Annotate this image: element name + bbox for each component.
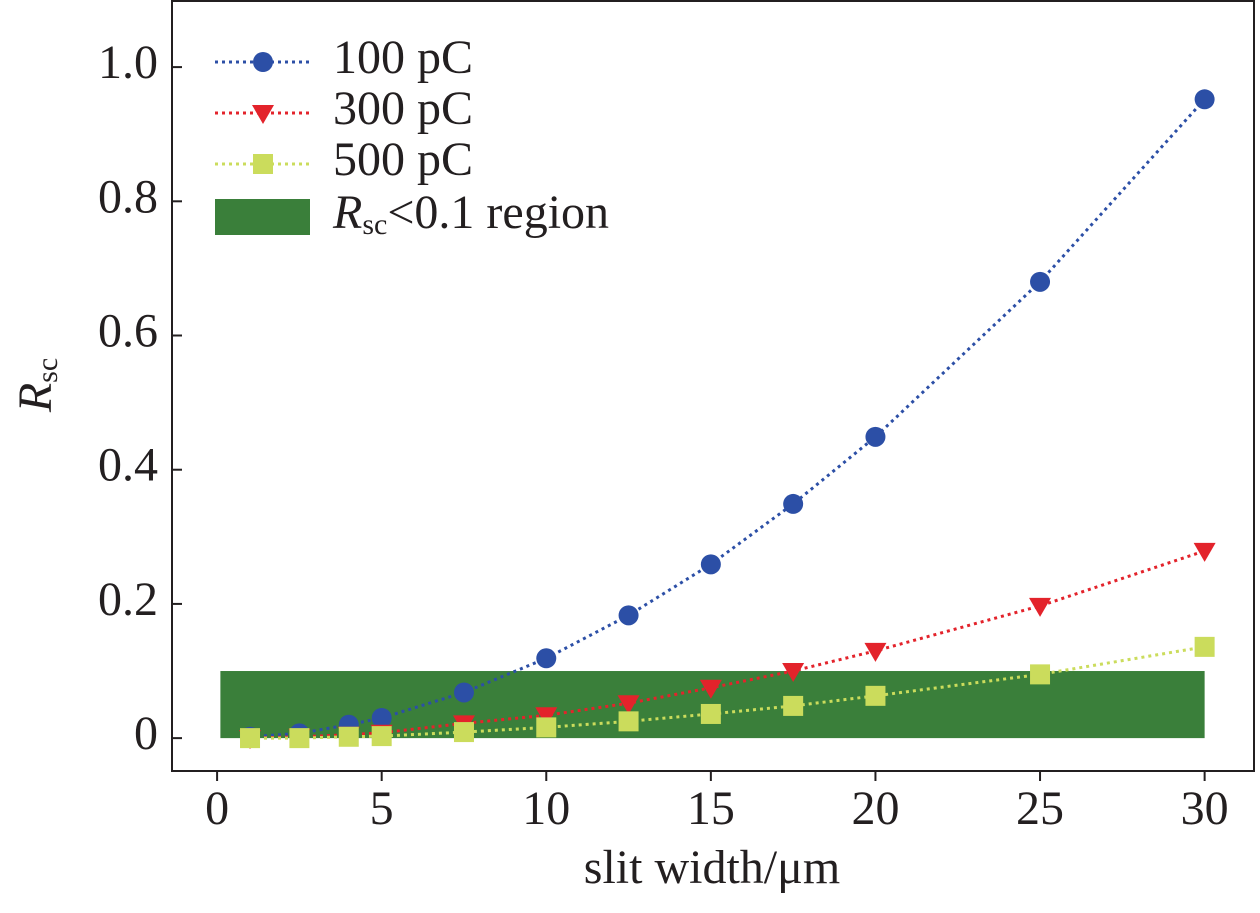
legend-label: Rsc<0.1 region [332,186,609,241]
legend-label: 500 pC [333,133,473,186]
x-axis-label: slit width/μm [584,841,840,894]
x-tick-label: 5 [370,782,394,835]
marker [1193,542,1216,562]
marker [453,682,474,703]
marker [618,605,639,626]
y-tick-label: 0.2 [98,573,158,626]
y-tick-label: 0 [134,707,158,760]
legend-marker [252,105,274,124]
legend-label: 300 pC [333,82,473,135]
x-tick-label: 10 [522,782,570,835]
legend-region [215,199,310,235]
y-tick-label: 0.8 [98,170,158,223]
plot-frame [171,0,1255,772]
legend-marker [253,52,273,72]
x-tick-label: 30 [1181,782,1229,835]
legend-label-rest: <0.1 region [387,186,609,239]
marker [535,707,558,727]
marker [700,554,721,575]
marker [240,728,261,749]
marker [1030,664,1051,685]
marker [865,426,886,447]
x-tick-label: 15 [687,782,735,835]
marker [618,711,639,732]
legend-label-main: R [332,186,362,239]
marker [699,679,722,699]
marker [453,722,474,743]
marker [1194,89,1215,110]
marker [783,695,804,716]
marker [371,726,392,747]
x-tick-label: 0 [205,782,229,835]
series-line [249,549,1206,740]
marker [864,642,887,662]
marker [865,685,886,706]
y-label-main: R [9,383,62,413]
legend-marker [253,154,273,174]
marker [783,493,804,514]
y-label-sub: sc [31,358,64,383]
marker [536,717,557,738]
marker [536,648,557,669]
legend-label: 100 pC [333,31,473,84]
marker [1029,597,1052,617]
marker [338,726,359,747]
y-tick-label: 0.6 [98,305,158,358]
y-axis-label: Rsc [9,358,64,413]
marker [617,695,640,715]
marker [371,707,392,728]
marker [1194,636,1215,657]
marker [1030,271,1051,292]
x-tick-label: 25 [1016,782,1064,835]
marker [782,663,805,683]
series-line [250,645,1205,740]
marker [700,703,721,724]
marker [289,728,310,749]
legend-label-sub: sc [362,208,387,241]
y-tick-label: 0.4 [98,439,158,492]
x-tick-label: 20 [851,782,899,835]
y-tick-label: 1.0 [98,36,158,89]
